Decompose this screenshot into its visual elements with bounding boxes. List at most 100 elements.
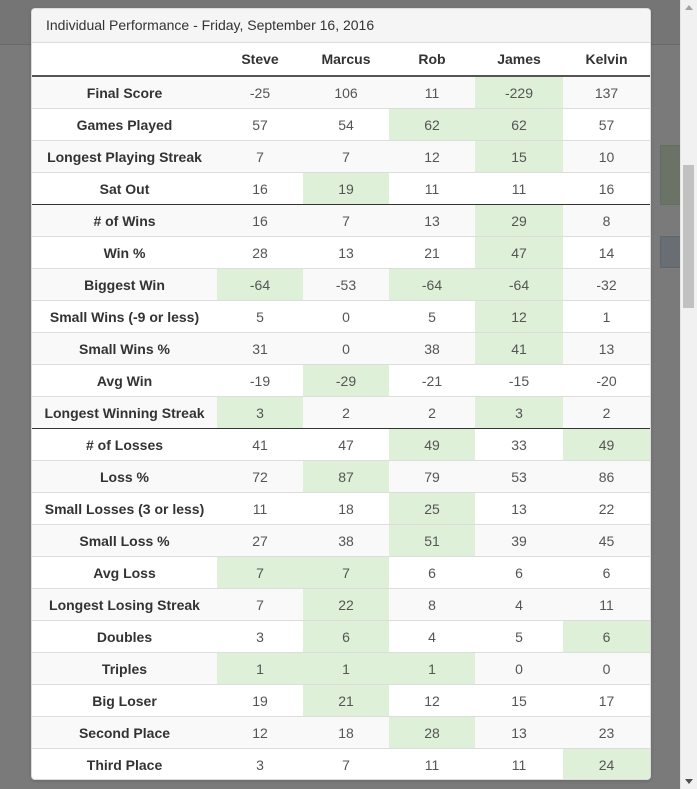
table-cell: 3 [217,620,303,653]
table-cell: 1 [217,652,303,685]
row-label: Longest Losing Streak [32,588,217,621]
table-row: Big Loser 19 21 12 15 17 [32,684,650,717]
table-row: Final Score -25 106 11 -229 137 [32,75,650,109]
table-cell: -21 [389,364,475,397]
table-cell: 5 [475,620,563,653]
row-label: Triples [32,652,217,685]
table-cell: 38 [303,524,389,557]
table-cell: 16 [217,204,303,237]
scroll-down-arrow-icon[interactable] [685,779,693,784]
table-row: Third Place 3 7 11 11 24 [32,748,650,779]
table-cell: -64 [389,268,475,301]
table-cell: 47 [475,236,563,269]
row-label: Loss % [32,460,217,493]
table-cell: 49 [389,428,475,461]
table-cell: 1 [303,652,389,685]
table-cell: 19 [303,172,389,205]
table-cell: 53 [475,460,563,493]
table-cell: 4 [389,620,475,653]
header-cell-label [32,43,217,77]
header-cell-player: James [475,43,563,77]
row-label: Longest Winning Streak [32,396,217,429]
table-cell: 13 [475,492,563,525]
row-label: Doubles [32,620,217,653]
page-scrollbar[interactable] [680,0,697,789]
table-cell: 7 [303,204,389,237]
scroll-up-arrow-icon[interactable] [685,5,693,10]
row-label: Longest Playing Streak [32,140,217,173]
table-cell: 41 [217,428,303,461]
table-cell: 18 [303,492,389,525]
table-cell: 3 [217,748,303,779]
table-cell: 21 [303,684,389,717]
table-cell: 15 [475,140,563,173]
table-cell: 8 [563,204,650,237]
header-cell-player: Steve [217,43,303,77]
table-row: Win % 28 13 21 47 14 [32,236,650,269]
table-row: Longest Playing Streak 7 7 12 15 10 [32,140,650,173]
table-cell: 11 [563,588,650,621]
table-cell: -19 [217,364,303,397]
row-label: Small Losses (3 or less) [32,492,217,525]
table-cell: 87 [303,460,389,493]
table-cell: 2 [563,396,650,429]
row-label: Third Place [32,748,217,779]
table-cell: 6 [303,620,389,653]
table-cell: 41 [475,332,563,365]
table-cell: 62 [475,108,563,141]
row-label: Games Played [32,108,217,141]
table-cell: 47 [303,428,389,461]
table-cell: 16 [563,172,650,205]
table-cell: -64 [475,268,563,301]
table-row: # of Losses 41 47 49 33 49 [32,428,650,461]
table-row: Small Wins % 31 0 38 41 13 [32,332,650,365]
header-cell-player: Kelvin [563,43,650,77]
table-cell: 23 [563,716,650,749]
table-cell: 72 [217,460,303,493]
table-row: Second Place 12 18 28 13 23 [32,716,650,749]
table-cell: 16 [217,172,303,205]
table-cell: 27 [217,524,303,557]
table-cell: -53 [303,268,389,301]
row-label: Small Wins (-9 or less) [32,300,217,333]
table-row: Avg Loss 7 7 6 6 6 [32,556,650,589]
panel-title: Individual Performance - Friday, Septemb… [32,9,650,43]
row-label: Win % [32,236,217,269]
table-cell: 2 [303,396,389,429]
table-cell: 18 [303,716,389,749]
table-body: Final Score -25 106 11 -229 137 Games Played 57… [32,75,650,779]
table-cell: 86 [563,460,650,493]
table-cell: 5 [217,300,303,333]
performance-table: Steve Marcus Rob James Kelvin Final Score -25… [32,43,650,779]
table-cell: 54 [303,108,389,141]
row-label: Avg Loss [32,556,217,589]
table-cell: 33 [475,428,563,461]
table-cell: 57 [217,108,303,141]
table-cell: 4 [475,588,563,621]
table-cell: 57 [563,108,650,141]
table-cell: 7 [217,140,303,173]
table-row: Longest Losing Streak 7 22 8 4 11 [32,588,650,621]
scroll-thumb[interactable] [683,165,694,308]
table-cell: 7 [303,748,389,779]
table-cell: 11 [389,172,475,205]
table-cell: 7 [217,588,303,621]
table-row: # of Wins 16 7 13 29 8 [32,204,650,237]
table-cell: 19 [217,684,303,717]
individual-performance-panel: Individual Performance - Friday, Septemb… [31,8,651,780]
table-cell: 12 [389,140,475,173]
row-label: Avg Win [32,364,217,397]
table-row: Triples 1 1 1 0 0 [32,652,650,685]
row-label: Biggest Win [32,268,217,301]
table-cell: -20 [563,364,650,397]
table-cell: 79 [389,460,475,493]
row-label: Second Place [32,716,217,749]
row-label: Small Wins % [32,332,217,365]
table-cell: 11 [389,75,475,109]
row-label: # of Losses [32,428,217,461]
table-cell: -29 [303,364,389,397]
table-cell: 25 [389,492,475,525]
table-row: Biggest Win -64 -53 -64 -64 -32 [32,268,650,301]
table-cell: 28 [217,236,303,269]
table-row: Doubles 3 6 4 5 6 [32,620,650,653]
